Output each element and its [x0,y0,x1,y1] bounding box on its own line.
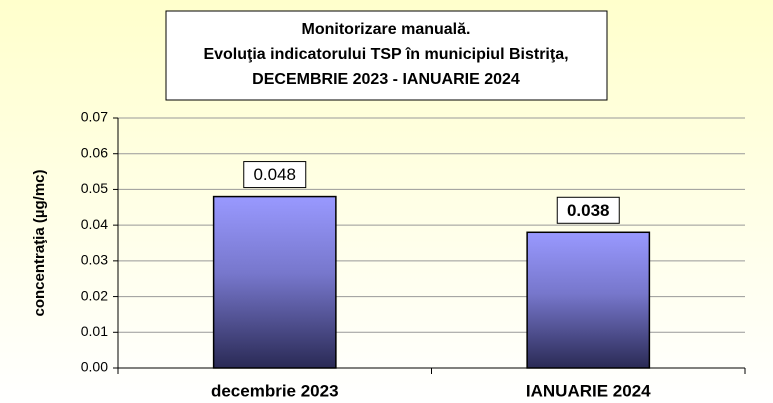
chart-title: Evoluţia indicatorului TSP în municipiul… [203,46,568,63]
y-tick-label: 0.04 [81,216,108,232]
chart-title: Monitorizare manuală. [302,21,471,38]
y-tick-label: 0.00 [81,359,108,375]
data-label: 0.048 [253,165,296,184]
data-label-box [556,196,620,224]
y-axis-label: concentraţia (µg/mc) [31,169,48,316]
y-tick-label: 0.02 [81,287,108,303]
y-tick-label: 0.05 [81,180,108,196]
x-tick-label: IANUARIE 2024 [526,381,651,400]
x-tick-label: decembrie 2023 [211,381,339,400]
data-label-box [243,161,307,189]
title-box [165,10,608,101]
y-tick-label: 0.03 [81,252,108,268]
bar [212,195,337,369]
y-tick-label: 0.06 [81,144,108,160]
chart-title: DECEMBRIE 2023 - IANUARIE 2024 [252,71,520,88]
y-tick-label: 0.01 [81,323,108,339]
bar [526,231,651,369]
data-label: 0.038 [567,201,610,220]
y-tick-label: 0.07 [81,109,108,125]
